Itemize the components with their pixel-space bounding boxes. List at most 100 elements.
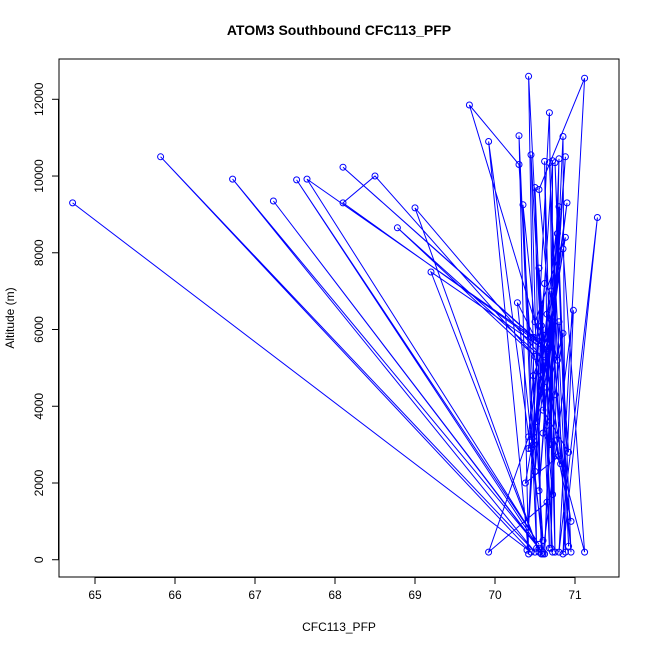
data-point [293, 176, 301, 184]
data-point [551, 159, 559, 167]
x-tick-label: 70 [488, 588, 502, 602]
data-point [533, 544, 541, 552]
data-point [533, 337, 541, 345]
data-point [529, 433, 537, 441]
data-point [541, 356, 549, 364]
y-axis: 0 2000 4000 6000 8000 10000 12000 [32, 82, 59, 563]
y-axis-label: Altitude (m) [3, 287, 17, 348]
data-point [551, 548, 559, 556]
data-point [549, 326, 557, 333]
y-tick-label: 10000 [32, 159, 46, 193]
data-point [529, 372, 537, 380]
y-tick-label: 4000 [32, 393, 46, 420]
data-point [535, 487, 543, 495]
data-point [569, 306, 577, 314]
y-tick-label: 8000 [32, 239, 46, 266]
data-point [547, 544, 555, 552]
data-point [555, 452, 563, 460]
data-point [539, 548, 547, 556]
data-point [537, 550, 545, 558]
data-point [531, 468, 539, 475]
data-point [557, 460, 565, 468]
data-point [525, 550, 533, 558]
data-point [593, 214, 601, 221]
data-point [531, 352, 539, 360]
data-point [525, 445, 533, 452]
data-point [551, 391, 559, 399]
data-point [559, 133, 567, 140]
data-point [535, 540, 543, 548]
data-point [543, 498, 551, 506]
data-point [515, 161, 523, 168]
data-point [561, 233, 569, 241]
x-axis: 65 66 67 68 69 70 71 [88, 577, 582, 602]
data-point [565, 542, 573, 550]
data-point [513, 299, 521, 307]
data-point [535, 544, 543, 552]
data-point [531, 548, 539, 556]
data-point [543, 421, 551, 429]
data-point [339, 199, 347, 207]
data-point [303, 175, 311, 183]
data-point [539, 345, 547, 353]
data-point [69, 199, 77, 207]
data-point [519, 201, 527, 209]
data-point [547, 441, 555, 449]
series-layer [69, 72, 601, 558]
y-tick-label: 0 [32, 556, 46, 563]
data-point [543, 310, 551, 318]
data-point [559, 245, 567, 253]
x-axis-label: CFC113_PFP [302, 620, 376, 634]
data-point [523, 546, 531, 554]
data-point [537, 372, 545, 380]
data-point [555, 318, 563, 326]
data-point [229, 175, 237, 183]
data-point [485, 548, 493, 556]
data-point [555, 155, 563, 163]
data-point [545, 341, 553, 349]
data-point [485, 138, 493, 145]
data-point [531, 184, 539, 191]
data-point [581, 74, 589, 82]
data-point [535, 264, 543, 272]
data-point [553, 230, 561, 238]
data-point [269, 197, 277, 205]
data-point [393, 224, 401, 232]
series-line [72, 76, 598, 555]
data-point [339, 163, 347, 171]
data-point [525, 433, 533, 441]
y-tick-label: 12000 [32, 82, 46, 116]
data-point [555, 548, 563, 556]
data-point [539, 406, 547, 414]
data-point [561, 153, 569, 161]
data-point [521, 479, 529, 487]
data-point [559, 550, 567, 558]
data-point [543, 345, 551, 353]
data-point [527, 151, 535, 159]
data-point [533, 418, 541, 426]
data-point [539, 429, 547, 437]
data-point [549, 491, 557, 498]
data-point [541, 280, 549, 287]
x-tick-label: 65 [88, 588, 102, 602]
data-point [527, 333, 535, 341]
data-point [525, 72, 533, 80]
x-tick-label: 68 [328, 588, 342, 602]
data-point [547, 287, 555, 295]
data-point [541, 157, 549, 165]
data-point [157, 153, 165, 161]
data-point [567, 517, 575, 525]
data-point [555, 203, 563, 211]
data-point [559, 329, 567, 337]
data-point [535, 186, 543, 193]
data-point [545, 109, 553, 117]
data-point [563, 199, 571, 207]
data-point [539, 537, 547, 544]
data-point [427, 268, 435, 276]
data-point [537, 322, 545, 330]
data-point [553, 356, 561, 364]
data-point [541, 383, 549, 391]
data-point [527, 445, 535, 452]
x-tick-label: 69 [408, 588, 422, 602]
